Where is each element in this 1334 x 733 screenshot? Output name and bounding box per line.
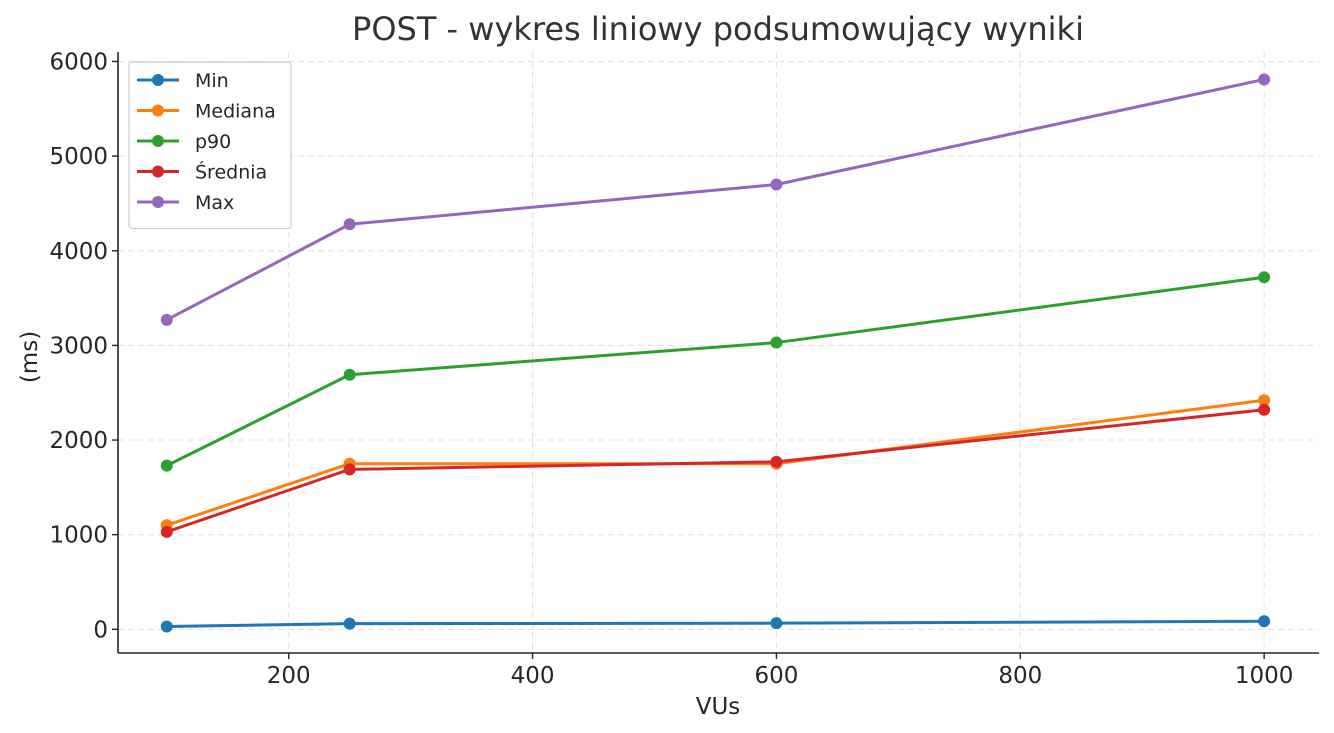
data-point <box>343 368 356 381</box>
data-point <box>160 459 173 472</box>
axes: 200 400 600 800 1000 0 1000 2000 3000 4000 5000 600… <box>49 49 1319 689</box>
legend-item: p90 <box>137 131 231 153</box>
data-point <box>770 455 783 468</box>
data-point <box>770 617 783 630</box>
legend-swatch-marker <box>152 165 164 178</box>
y-tick-label: 1000 <box>49 523 108 549</box>
legend-item: Min <box>137 70 229 92</box>
legend-label: Mediana <box>195 101 276 123</box>
data-point <box>160 620 173 633</box>
data-point <box>770 336 783 349</box>
series-max <box>160 73 1271 326</box>
data-point <box>343 617 356 630</box>
series-min <box>160 615 1271 633</box>
data-point <box>343 463 356 476</box>
data-point <box>343 218 356 231</box>
y-tick-label: 3000 <box>49 333 108 359</box>
series-line <box>166 398 1265 527</box>
data-point <box>160 525 173 538</box>
legend-label: Min <box>195 70 229 92</box>
data-point <box>160 313 173 326</box>
y-tick-label: 5000 <box>49 144 108 170</box>
series-line <box>166 408 1265 534</box>
legend-swatch-marker <box>152 196 164 208</box>
data-point <box>1258 73 1271 86</box>
x-tick-label: 800 <box>998 663 1042 689</box>
legend-label: Max <box>195 192 234 214</box>
data-point <box>1258 394 1271 407</box>
x-tick-label: 600 <box>754 663 798 689</box>
series-line <box>166 619 1265 628</box>
legend-swatch-marker <box>152 74 164 86</box>
y-tick-label: 4000 <box>49 239 108 265</box>
legend-swatch-marker <box>152 104 164 117</box>
series-layer <box>160 73 1271 633</box>
y-tick-label: 2000 <box>49 428 108 454</box>
chart-title: POST - wykres liniowy podsumowujący wyni… <box>352 10 1084 48</box>
data-point <box>770 178 783 191</box>
series-średnia <box>160 403 1271 538</box>
data-point <box>1258 403 1271 416</box>
legend-label: Średnia <box>195 160 267 184</box>
legend-label: p90 <box>195 131 231 153</box>
x-tick-label: 200 <box>267 663 311 689</box>
x-tick-label: 1000 <box>1235 663 1294 689</box>
series-line <box>166 275 1265 467</box>
y-tick-label: 6000 <box>49 49 108 75</box>
legend-item: Średnia <box>137 160 267 184</box>
legend-item: Mediana <box>137 101 276 123</box>
data-point <box>1258 615 1271 628</box>
y-axis-label: (ms) <box>17 331 43 383</box>
legend-swatch-marker <box>152 135 164 147</box>
x-axis-label: VUs <box>696 694 741 720</box>
grid <box>118 52 1319 653</box>
data-point <box>1258 271 1271 284</box>
legend-item: Max <box>137 192 234 214</box>
series-p90 <box>160 271 1271 472</box>
y-tick-label: 0 <box>93 617 108 643</box>
series-line <box>166 77 1265 322</box>
x-tick-label: 400 <box>511 663 555 689</box>
legend: Min Mediana p90 Średnia Max <box>128 61 292 230</box>
legend-box <box>128 61 292 230</box>
